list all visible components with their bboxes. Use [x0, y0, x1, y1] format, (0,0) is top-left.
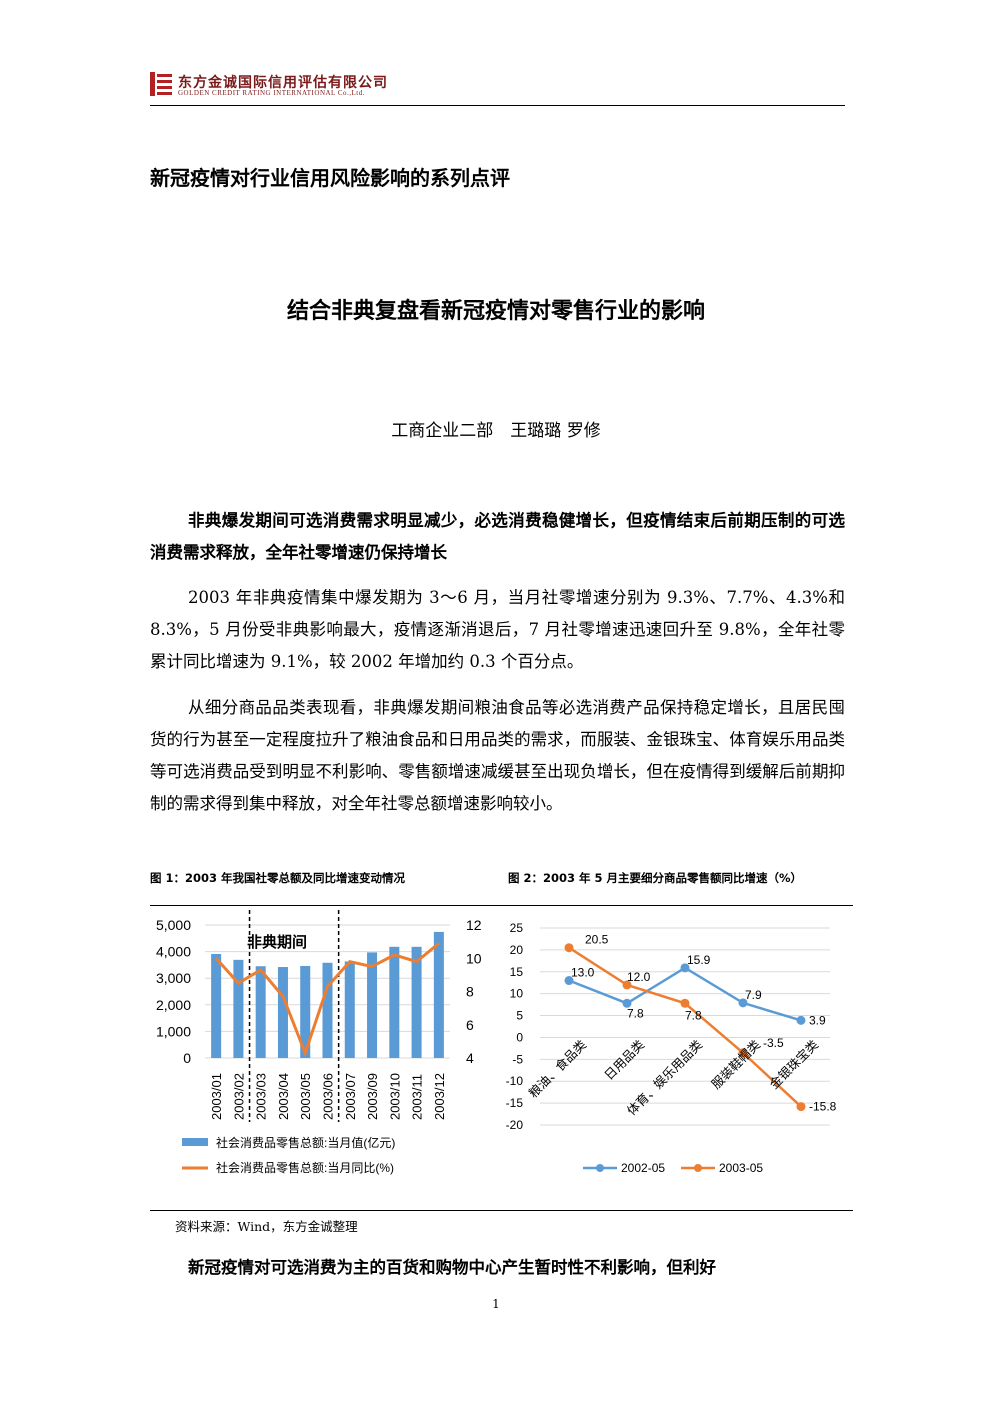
- data-point: [564, 943, 574, 953]
- data-label: 7.8: [627, 1006, 644, 1020]
- y-tick-label: 0: [516, 1030, 523, 1044]
- y-tick-label: -15: [506, 1096, 524, 1110]
- y-tick-label: 5: [516, 1009, 523, 1023]
- x-tick-label: 2003/11: [410, 1074, 425, 1120]
- bar-monthly-sales: [233, 959, 244, 1058]
- figure2-caption: 图 2：2003 年 5 月主要细分商品零售额同比增速（%）: [508, 871, 803, 885]
- y-tick-label: -20: [506, 1118, 524, 1132]
- data-point: [796, 1102, 806, 1112]
- y-right-tick-label: 12: [466, 917, 482, 933]
- data-point: [564, 976, 574, 986]
- x-tick-label: 2003/03: [254, 1073, 269, 1120]
- sars-period-label: 非典期间: [247, 933, 307, 951]
- y-tick-label: -10: [506, 1074, 524, 1088]
- x-tick-label: 2003/04: [276, 1073, 291, 1120]
- legend-bar-swatch: [182, 1138, 208, 1146]
- header-divider: [150, 105, 845, 106]
- data-label: 3.9: [809, 1013, 826, 1027]
- company-logo: [150, 72, 172, 96]
- data-point: [738, 998, 748, 1008]
- paragraph-2: 从细分商品品类表现看，非典爆发期间粮油食品等必选消费产品保持稳定增长，且居民囤货…: [150, 698, 845, 813]
- legend-marker: [694, 1164, 702, 1172]
- data-label: -15.8: [809, 1100, 837, 1114]
- data-point: [622, 998, 632, 1008]
- y-tick-label: 15: [510, 965, 524, 979]
- bar-monthly-sales: [255, 966, 266, 1058]
- figure1-caption: 图 1：2003 年我国社零总额及同比增速变动情况: [150, 871, 406, 885]
- bar-monthly-sales: [411, 946, 422, 1058]
- figure-bottom-rule: [150, 1210, 853, 1211]
- bar-monthly-sales: [277, 967, 288, 1058]
- x-tick-label: 2003/06: [321, 1073, 336, 1120]
- data-point: [622, 980, 632, 990]
- bar-monthly-sales: [322, 962, 333, 1058]
- legend-line-label: 社会消费品零售总额:当月同比(%): [216, 1160, 394, 1175]
- x-tick-label: 2003/12: [432, 1073, 447, 1120]
- page-title: 结合非典复盘看新冠疫情对零售行业的影响: [286, 299, 705, 324]
- legend-label: 2003-05: [719, 1161, 763, 1175]
- data-label: 15.9: [687, 953, 711, 967]
- x-tick-label: 粮油、食品类: [525, 1037, 589, 1101]
- y-left-tick-label: 2,000: [156, 997, 191, 1013]
- data-label: 12.0: [627, 970, 651, 984]
- company-name-cn: 东方金诚国际信用评估有限公司: [178, 75, 388, 91]
- bar-monthly-sales: [389, 946, 400, 1058]
- legend-marker: [596, 1164, 604, 1172]
- figure1-chart: 0 1,000 2,000 3,000 4,000 5,000 4 6 8 10 12 2003/…: [156, 910, 482, 1175]
- section-heading: 非典爆发期间可选消费需求明显减少，必选消费稳健增长，但疫情结束后前期压制的可选消…: [150, 511, 845, 562]
- figure-top-rule: [150, 905, 853, 906]
- data-label: 7.9: [745, 988, 762, 1002]
- x-tick-label: 2003/10: [387, 1073, 402, 1120]
- data-label: 13.0: [571, 966, 595, 980]
- y-tick-label: -5: [512, 1052, 523, 1066]
- x-tick-label: 2003/01: [209, 1073, 224, 1120]
- data-point: [796, 1015, 806, 1025]
- authors: 工商企业二部 王璐璐 罗修: [391, 421, 601, 441]
- data-source: 资料来源：Wind，东方金诚整理: [175, 1219, 358, 1234]
- paragraph-1: 2003 年非典疫情集中爆发期为 3～6 月，当月社零增速分别为 9.3%、7.…: [150, 588, 845, 671]
- y-right-tick-label: 10: [466, 950, 482, 966]
- page-number: 1: [492, 1297, 500, 1311]
- data-point: [680, 998, 690, 1008]
- data-point: [738, 1048, 748, 1058]
- y-left-tick-label: 3,000: [156, 970, 191, 986]
- x-tick-label: 日用品类: [602, 1037, 648, 1083]
- x-tick-label: 2003/09: [365, 1073, 380, 1120]
- x-tick-label: 2003/07: [343, 1073, 358, 1120]
- y-tick-label: 20: [510, 943, 524, 957]
- y-right-tick-label: 8: [466, 984, 474, 1000]
- y-tick-label: 25: [510, 921, 524, 935]
- x-tick-label: 2003/02: [231, 1073, 246, 1120]
- yoy-growth-line: [214, 942, 440, 1058]
- data-label: 20.5: [585, 933, 609, 947]
- y-left-tick-label: 5,000: [156, 917, 191, 933]
- bar-monthly-sales: [344, 961, 355, 1058]
- bar-monthly-sales: [367, 952, 378, 1058]
- y-right-tick-label: 6: [466, 1017, 474, 1033]
- figure2-chart: 25 20 15 10 5 0 -5 -10 -15 -20 13.0 7.8 15.9 7.9 3.9 2…: [506, 921, 837, 1175]
- data-label: -3.5: [763, 1036, 784, 1050]
- y-left-tick-label: 1,000: [156, 1023, 191, 1039]
- next-section-heading: 新冠疫情对可选消费为主的百货和购物中心产生暂时性不利影响，但利好: [188, 1258, 716, 1277]
- legend-label: 2002-05: [621, 1161, 665, 1175]
- y-left-tick-label: 4,000: [156, 944, 191, 960]
- y-right-tick-label: 4: [466, 1050, 474, 1066]
- bar-monthly-sales: [211, 953, 222, 1058]
- data-label: 7.8: [685, 1008, 702, 1022]
- y-left-tick-label: 0: [183, 1050, 191, 1066]
- company-name-en: GOLDEN CREDIT RATING INTERNATIONAL Co.,L…: [178, 89, 365, 97]
- series-title: 新冠疫情对行业信用风险影响的系列点评: [150, 166, 510, 190]
- data-point: [680, 963, 690, 973]
- legend-bar-label: 社会消费品零售总额:当月值(亿元): [216, 1135, 395, 1150]
- x-tick-label: 2003/05: [298, 1073, 313, 1120]
- y-tick-label: 10: [510, 987, 524, 1001]
- bar-monthly-sales: [433, 931, 444, 1058]
- bar-monthly-sales: [300, 965, 311, 1058]
